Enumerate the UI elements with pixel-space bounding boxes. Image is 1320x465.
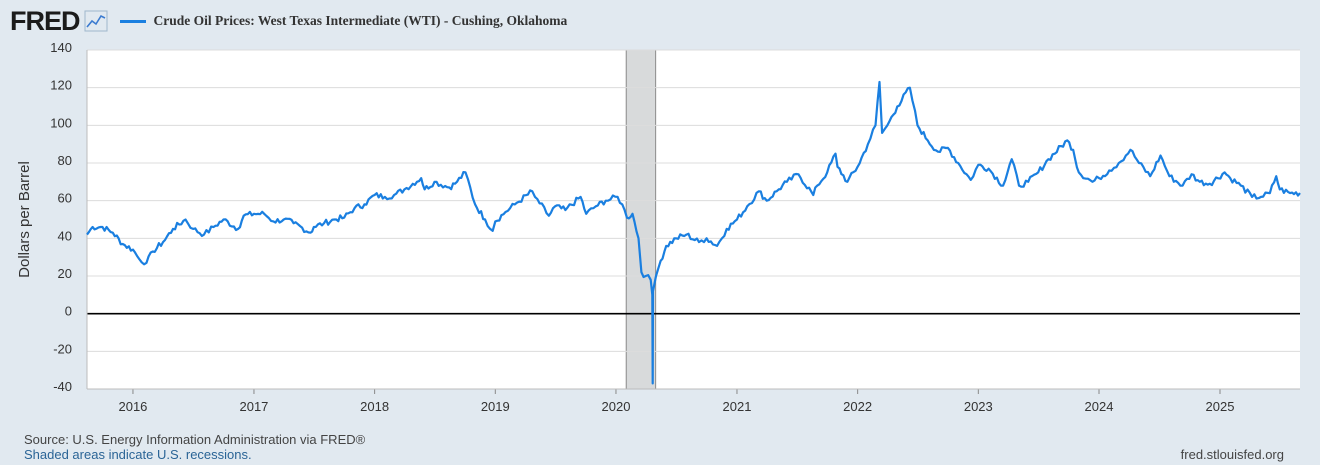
- y-tick-label: 80: [58, 153, 72, 168]
- x-tick-label: 2018: [360, 399, 389, 414]
- x-tick-label: 2025: [1206, 399, 1235, 414]
- footer-source[interactable]: Source: U.S. Energy Information Administ…: [24, 432, 366, 447]
- x-tick-label: 2023: [964, 399, 993, 414]
- fred-chart-icon[interactable]: [84, 10, 108, 32]
- y-tick-label: 120: [50, 78, 72, 93]
- x-tick-label: 2019: [481, 399, 510, 414]
- y-tick-label: 40: [58, 228, 72, 243]
- y-tick-label: -20: [53, 341, 72, 356]
- legend-swatch: [119, 19, 146, 23]
- legend-series-name[interactable]: Crude Oil Prices: West Texas Intermediat…: [153, 13, 568, 28]
- x-tick-label: 2024: [1085, 399, 1114, 414]
- y-tick-label: -40: [53, 379, 72, 394]
- footer-recession-note[interactable]: Shaded areas indicate U.S. recessions.: [24, 447, 252, 462]
- y-tick-label: 20: [58, 266, 72, 281]
- x-tick-label: 2021: [723, 399, 752, 414]
- y-tick-label: 140: [50, 40, 72, 55]
- y-tick-label: 100: [50, 115, 72, 130]
- legend: Crude Oil Prices: West Texas Intermediat…: [119, 13, 568, 29]
- y-tick-label: 0: [65, 304, 72, 319]
- chart-area: 140 120 100 80 60 40 20 0 -20 -40 2016 2017 2018 2019…: [16, 40, 1301, 414]
- series-line: [86, 80, 1301, 385]
- footer-site-link[interactable]: fred.stlouisfed.org: [1180, 447, 1284, 462]
- chart-header: FRED Crude Oil Prices: West Texas Interm…: [10, 6, 567, 36]
- x-tick-label: 2020: [602, 399, 631, 414]
- y-tick-label: 60: [58, 191, 72, 206]
- x-tick-label: 2017: [239, 399, 268, 414]
- recession-band: [626, 50, 656, 389]
- fred-logo[interactable]: FRED: [10, 5, 80, 36]
- x-tick-label: 2016: [118, 399, 147, 414]
- x-tick-label: 2022: [843, 399, 872, 414]
- y-axis-label: Dollars per Barrel: [16, 161, 33, 278]
